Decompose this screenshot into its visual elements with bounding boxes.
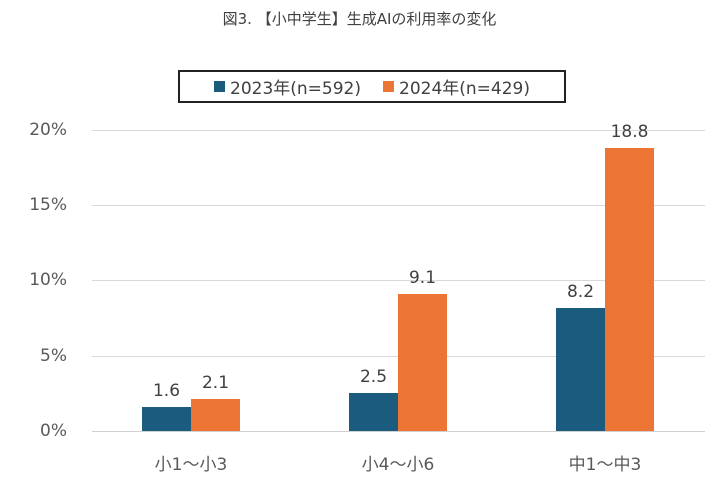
x-tick-group-2: 小4～小6	[361, 455, 435, 475]
bar-2023-group-2	[349, 393, 398, 431]
chart-legend: 2023年(n=592) 2024年(n=429)	[178, 70, 566, 103]
gridline-20	[92, 130, 705, 131]
y-tick-10: 10%	[29, 270, 67, 290]
y-tick-15: 15%	[29, 195, 67, 215]
data-label-2023-group-1: 1.6	[152, 380, 181, 401]
x-tick-group-3: 中1～中3	[568, 455, 642, 475]
y-tick-20: 20%	[29, 120, 67, 140]
legend-swatch-2024-icon	[383, 81, 394, 92]
bar-2024-group-2	[398, 294, 447, 431]
gridline-10	[92, 280, 705, 281]
chart-title: 図3. 【小中学生】生成AIの利用率の変化	[222, 10, 497, 28]
legend-swatch-2023-icon	[214, 81, 225, 92]
legend-item-2023: 2023年(n=592)	[214, 74, 361, 99]
data-label-2024-group-1: 2.1	[201, 373, 230, 394]
plot-area: 1.6 2.5 8.2 2.1 9.1 18.8	[92, 122, 705, 431]
y-tick-0: 0%	[40, 421, 67, 441]
data-label-2024-group-2: 9.1	[408, 268, 437, 289]
x-tick-group-1: 小1～小3	[154, 455, 228, 475]
gridline-15	[92, 205, 705, 206]
y-tick-5: 5%	[40, 346, 67, 366]
legend-label-2024: 2024年(n=429)	[399, 79, 530, 99]
bar-2023-group-3	[556, 307, 605, 431]
bar-2024-group-1	[191, 399, 240, 431]
x-axis-line	[92, 431, 705, 432]
data-label-2023-group-3: 8.2	[566, 281, 595, 302]
data-label-2024-group-3: 18.8	[610, 122, 649, 143]
bar-2024-group-3	[605, 148, 654, 431]
bar-2023-group-1	[142, 406, 191, 431]
legend-item-2024: 2024年(n=429)	[383, 74, 530, 99]
data-label-2023-group-2: 2.5	[359, 367, 388, 388]
legend-label-2023: 2023年(n=592)	[230, 79, 361, 99]
